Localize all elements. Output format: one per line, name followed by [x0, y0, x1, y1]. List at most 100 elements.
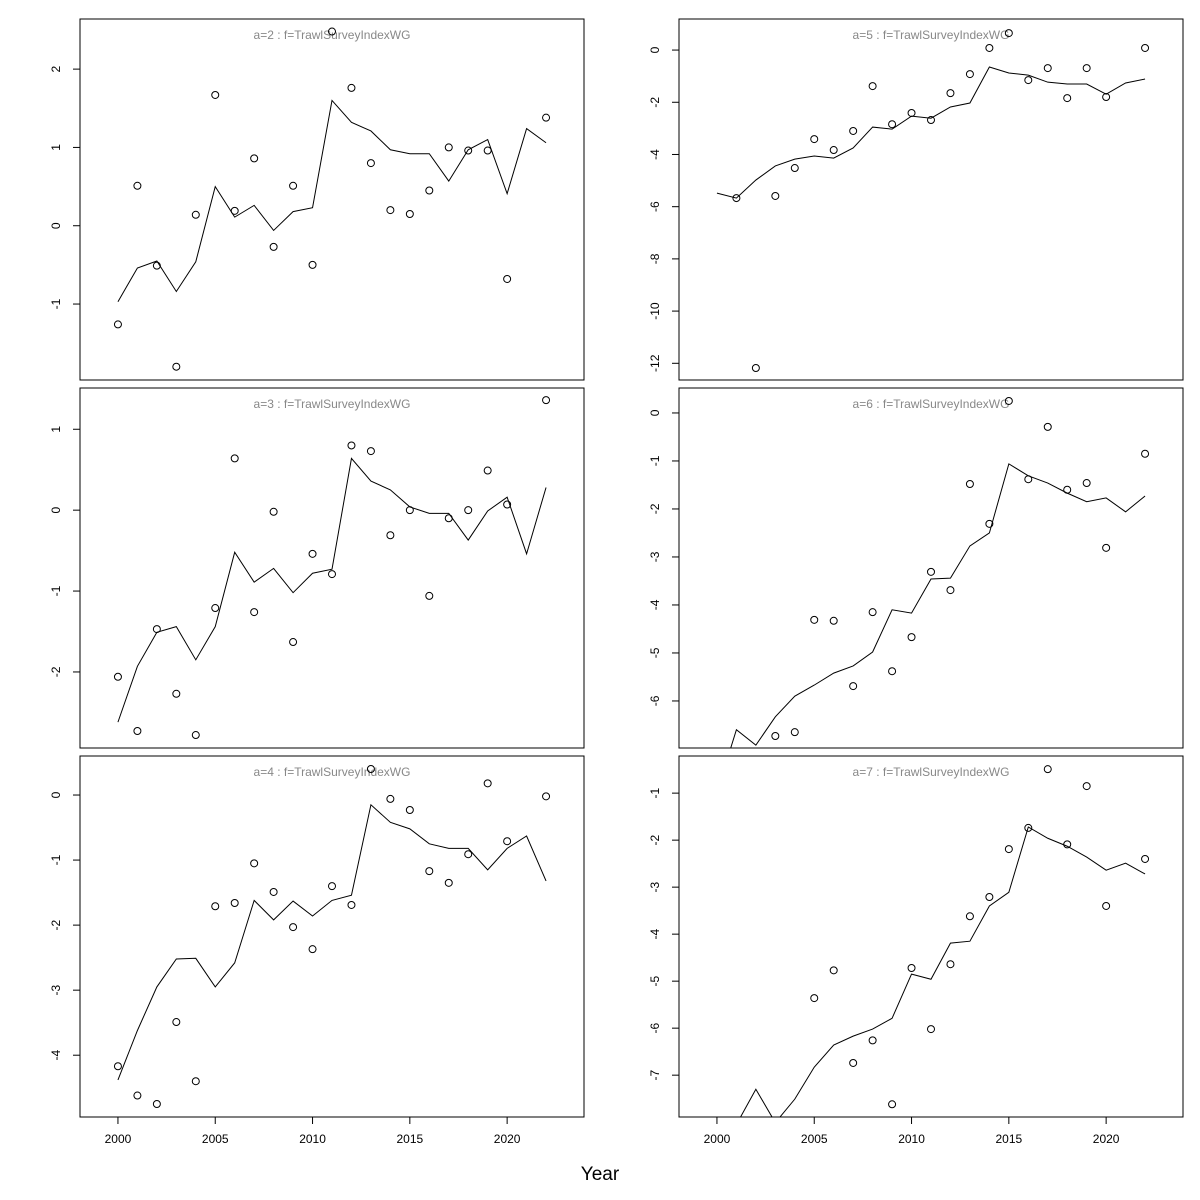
observed-point	[230, 899, 239, 908]
observed-point	[444, 143, 453, 152]
y-tick-label: -6	[648, 695, 662, 706]
y-tick-label: -4	[648, 149, 662, 160]
y-tick-label: -2	[49, 919, 63, 930]
observed-point	[1004, 396, 1013, 405]
observed-point	[946, 960, 955, 969]
observed-point	[250, 859, 259, 868]
observed-point	[483, 146, 492, 155]
observed-point	[1004, 845, 1013, 854]
plot-area	[739, 765, 1150, 1117]
y-tick-label: -2	[648, 97, 662, 108]
observed-point	[503, 500, 512, 509]
plot-frame	[79, 18, 585, 381]
observed-point	[191, 731, 200, 740]
observed-point	[152, 625, 161, 634]
y-tick-label: -3	[648, 551, 662, 562]
observed-point	[985, 43, 994, 52]
x-tick-label: 2000	[704, 1132, 731, 1146]
observed-point	[732, 194, 741, 203]
observed-point	[483, 466, 492, 475]
y-tick-label: -2	[648, 503, 662, 514]
panel-title: a=5 : f=TrawlSurveyIndexWG	[853, 28, 1010, 42]
observed-point	[1024, 475, 1033, 484]
observed-point	[444, 514, 453, 523]
panel-title: a=6 : f=TrawlSurveyIndexWG	[853, 397, 1010, 411]
observed-point	[927, 116, 935, 125]
observed-point	[386, 531, 395, 540]
fitted-line	[730, 463, 1146, 748]
observed-point	[1141, 43, 1150, 52]
panel-title: a=4 : f=TrawlSurveyIndexWG	[254, 765, 411, 779]
observed-point	[790, 728, 799, 737]
y-tick-label: -8	[648, 253, 662, 264]
observed-point	[888, 1100, 897, 1109]
y-tick-label: -1	[49, 298, 63, 309]
observed-point	[849, 1058, 858, 1067]
x-tick-label: 2020	[1093, 1132, 1120, 1146]
y-tick-label: -12	[648, 354, 662, 372]
observed-point	[191, 210, 200, 219]
observed-point	[289, 181, 298, 190]
plot-frame	[79, 387, 585, 749]
observed-point	[211, 90, 220, 99]
plot-area	[113, 765, 551, 1108]
observed-point	[965, 70, 974, 79]
observed-point	[152, 1099, 161, 1108]
observed-point	[965, 480, 974, 488]
panel-title: a=3 : f=TrawlSurveyIndexWG	[254, 397, 411, 411]
observed-point	[868, 1036, 877, 1045]
observed-point	[269, 507, 278, 516]
observed-point	[1141, 449, 1150, 458]
plot-area	[730, 396, 1150, 748]
observed-point	[985, 519, 994, 528]
panel: a=7 : f=TrawlSurveyIndexWG -7 -6 -5 -4 -3 -2 -1…	[648, 755, 1184, 1146]
observed-point	[464, 506, 473, 515]
observed-point	[191, 1077, 200, 1086]
observed-point	[542, 396, 551, 405]
y-tick-label: 1	[49, 144, 63, 151]
observed-point	[133, 181, 142, 190]
observed-point	[907, 633, 916, 642]
y-tick-label: -2	[49, 666, 63, 677]
observed-point	[888, 120, 897, 129]
observed-point	[308, 945, 317, 954]
y-tick-label: -1	[648, 787, 662, 798]
observed-point	[464, 146, 473, 155]
plot-area	[716, 29, 1150, 372]
observed-point	[1102, 543, 1111, 552]
observed-point	[771, 732, 780, 740]
observed-point	[347, 900, 356, 909]
observed-point	[888, 667, 897, 676]
fitted-line	[117, 803, 547, 1081]
observed-point	[907, 108, 916, 117]
observed-point	[172, 689, 181, 698]
y-tick-label: -1	[49, 585, 63, 596]
observed-point	[542, 792, 551, 801]
y-tick-label: 0	[49, 222, 63, 229]
y-tick-label: -6	[648, 201, 662, 212]
observed-point	[946, 89, 955, 98]
observed-point	[503, 837, 512, 846]
observed-point	[250, 154, 259, 163]
observed-point	[483, 779, 492, 788]
observed-point	[425, 591, 434, 600]
y-tick-label: -3	[49, 985, 63, 996]
observed-point	[366, 159, 375, 168]
observed-point	[868, 608, 877, 617]
observed-point	[829, 146, 838, 155]
y-tick-label: -2	[648, 834, 662, 845]
observed-point	[133, 727, 142, 736]
observed-point	[230, 206, 239, 215]
observed-point	[211, 902, 220, 911]
observed-point	[503, 274, 512, 283]
x-tick-label: 2010	[299, 1132, 326, 1146]
observed-point	[464, 850, 473, 859]
fitted-line	[716, 66, 1146, 199]
plot-frame	[79, 755, 585, 1118]
x-axis-label: Year	[581, 1164, 620, 1185]
observed-point	[868, 82, 877, 91]
observed-point	[927, 1025, 935, 1034]
plot-area	[113, 396, 551, 740]
